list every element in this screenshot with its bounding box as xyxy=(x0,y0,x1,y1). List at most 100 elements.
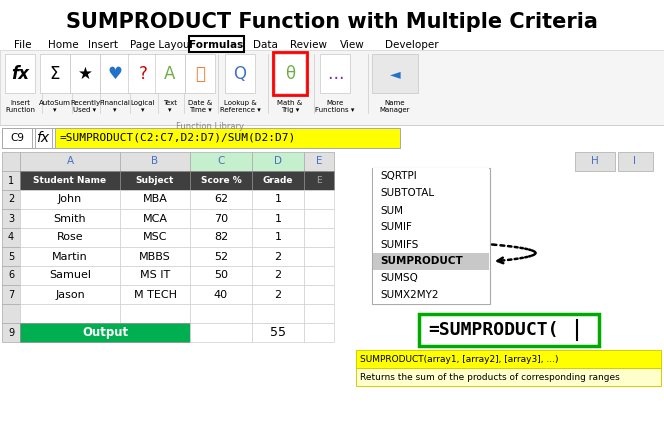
Bar xyxy=(575,152,615,171)
Text: 5: 5 xyxy=(8,252,14,261)
Text: A: A xyxy=(164,65,176,83)
Bar xyxy=(120,152,190,171)
Text: E: E xyxy=(316,156,322,166)
Bar xyxy=(20,266,120,285)
Bar xyxy=(120,228,190,247)
FancyBboxPatch shape xyxy=(185,54,215,93)
Bar xyxy=(356,350,661,368)
Text: Trig ▾: Trig ▾ xyxy=(281,107,299,113)
Text: More: More xyxy=(327,100,344,106)
Text: 1: 1 xyxy=(274,194,282,205)
Bar xyxy=(252,171,304,190)
FancyBboxPatch shape xyxy=(128,54,158,93)
FancyBboxPatch shape xyxy=(5,54,35,93)
Bar xyxy=(120,285,190,304)
Bar xyxy=(20,209,120,228)
Text: Student Name: Student Name xyxy=(33,176,106,185)
Bar xyxy=(20,304,120,323)
Bar xyxy=(252,209,304,228)
Text: ♥: ♥ xyxy=(108,65,122,83)
Text: Function Library: Function Library xyxy=(176,122,244,131)
Bar xyxy=(252,285,304,304)
Text: E: E xyxy=(316,176,322,185)
Text: …: … xyxy=(327,65,343,83)
Bar xyxy=(372,168,490,304)
Text: 40: 40 xyxy=(214,289,228,299)
Text: MSC: MSC xyxy=(143,232,167,243)
Text: fx: fx xyxy=(11,65,29,83)
Text: H: H xyxy=(591,156,599,166)
Text: Name: Name xyxy=(384,100,405,106)
Text: Samuel: Samuel xyxy=(49,271,91,281)
Bar xyxy=(252,228,304,247)
Text: SUMPRODUCT: SUMPRODUCT xyxy=(380,257,463,267)
Bar xyxy=(304,323,334,342)
Bar xyxy=(252,247,304,266)
Text: I: I xyxy=(633,156,637,166)
Bar xyxy=(190,209,252,228)
Text: MBA: MBA xyxy=(143,194,167,205)
Text: Recently: Recently xyxy=(70,100,100,106)
Bar xyxy=(55,128,400,148)
Bar xyxy=(190,152,252,171)
Text: Lookup &: Lookup & xyxy=(224,100,256,106)
Text: 55: 55 xyxy=(270,326,286,339)
Bar xyxy=(373,168,489,185)
Text: M TECH: M TECH xyxy=(133,289,177,299)
Text: Rose: Rose xyxy=(56,232,83,243)
Text: =SUMPRODUCT(C2:C7,D2:D7)/SUM(D2:D7): =SUMPRODUCT(C2:C7,D2:D7)/SUM(D2:D7) xyxy=(60,133,296,143)
Text: Used ▾: Used ▾ xyxy=(74,107,96,113)
Text: Insert: Insert xyxy=(10,100,30,106)
Text: 50: 50 xyxy=(214,271,228,281)
Bar xyxy=(373,270,489,287)
Bar xyxy=(2,266,20,285)
Bar xyxy=(304,304,334,323)
Text: Financial: Financial xyxy=(100,100,130,106)
Text: ▾: ▾ xyxy=(53,107,56,113)
Bar xyxy=(373,253,489,270)
Bar xyxy=(356,368,661,386)
Bar xyxy=(373,219,489,236)
Text: Grade: Grade xyxy=(263,176,293,185)
Bar xyxy=(190,304,252,323)
Bar xyxy=(20,190,120,209)
Bar xyxy=(2,323,20,342)
FancyBboxPatch shape xyxy=(275,54,305,93)
Bar xyxy=(373,185,489,202)
Bar xyxy=(2,171,20,190)
Text: 9: 9 xyxy=(8,327,14,337)
Bar xyxy=(304,285,334,304)
Text: 2: 2 xyxy=(274,252,282,261)
Text: SUMX2MY2: SUMX2MY2 xyxy=(380,291,438,301)
Text: Σ: Σ xyxy=(50,65,60,83)
Bar xyxy=(252,190,304,209)
Bar xyxy=(20,152,120,171)
Text: Formulas: Formulas xyxy=(189,40,243,50)
Text: MBBS: MBBS xyxy=(139,252,171,261)
Bar xyxy=(304,247,334,266)
Text: Review: Review xyxy=(290,40,327,50)
Bar xyxy=(190,171,252,190)
Bar xyxy=(20,247,120,266)
Text: 7: 7 xyxy=(8,289,14,299)
Bar xyxy=(120,190,190,209)
Text: Functions ▾: Functions ▾ xyxy=(315,107,355,113)
Text: SUBTOTAL: SUBTOTAL xyxy=(380,188,434,198)
Text: ◄: ◄ xyxy=(390,67,400,81)
FancyBboxPatch shape xyxy=(189,36,244,52)
Text: ▾: ▾ xyxy=(141,107,145,113)
Text: ★: ★ xyxy=(78,65,92,83)
Text: 1: 1 xyxy=(8,176,14,185)
Bar xyxy=(252,152,304,171)
Text: Function: Function xyxy=(5,107,35,113)
Text: Text: Text xyxy=(163,100,177,106)
Bar xyxy=(2,128,32,148)
Text: SUMPRODUCT Function with Multiple Criteria: SUMPRODUCT Function with Multiple Criter… xyxy=(66,12,598,32)
Bar xyxy=(120,209,190,228)
FancyBboxPatch shape xyxy=(372,54,418,93)
Text: 2: 2 xyxy=(8,194,14,205)
Text: Smith: Smith xyxy=(54,214,86,223)
Bar xyxy=(2,152,20,171)
Bar xyxy=(190,323,252,342)
Text: θ: θ xyxy=(285,65,295,83)
